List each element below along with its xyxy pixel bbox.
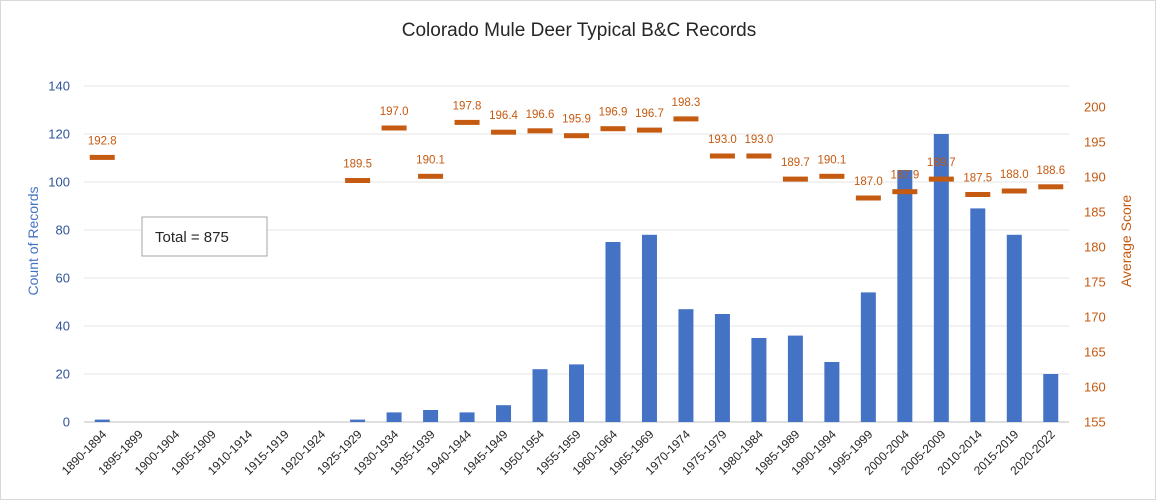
left-axis-tick-label: 20 (56, 367, 70, 382)
total-annotation: Total = 875 (141, 216, 268, 257)
average-score-label: 189.7 (781, 157, 810, 169)
average-score-marker-1890-1894 (89, 154, 115, 160)
average-score-marker-1965-1969 (636, 127, 662, 133)
bar-1975-1979 (714, 314, 730, 422)
bar-2020-2022 (1043, 374, 1059, 422)
bar-1955-1959 (569, 364, 584, 422)
left-axis-tick-label: 80 (56, 223, 70, 238)
total-annotation-text: Total = 875 (155, 229, 229, 246)
average-score-marker-1930-1934 (381, 125, 407, 131)
average-score-marker-1995-1999 (855, 195, 881, 201)
average-score-marker-2015-2019 (1001, 188, 1027, 194)
bar-series (94, 134, 1059, 422)
average-score-marker-1985-1989 (782, 176, 808, 182)
average-score-marker-1975-1979 (709, 153, 735, 159)
bar-2010-2014 (970, 208, 986, 422)
right-axis-tick-label: 175 (1084, 275, 1106, 290)
bar-1925-1929 (350, 419, 366, 422)
bar-1930-1934 (386, 412, 402, 422)
right-axis-tick-label: 200 (1084, 100, 1106, 115)
right-axis-tick-label: 190 (1084, 170, 1106, 185)
bar-1980-1984 (751, 338, 767, 422)
left-axis-tick-label: 140 (48, 79, 70, 94)
average-score-series (89, 116, 1064, 201)
average-score-label: 190.1 (416, 154, 445, 166)
average-score-label: 198.3 (672, 97, 701, 109)
average-score-label: 193.0 (745, 134, 774, 146)
right-axis-ticks: 155 160 165 170 175 180 185 190 195 200 (1084, 100, 1106, 430)
left-axis-tick-label: 60 (56, 271, 70, 286)
average-score-label: 187.9 (890, 170, 919, 182)
average-score-label: 196.4 (489, 110, 518, 122)
left-axis-ticks: 0 20 40 60 80 100 120 140 (48, 79, 70, 430)
left-axis-tick-label: 0 (63, 415, 70, 430)
x-axis-ticks: 1890-18941895-18991900-19041905-19091910… (59, 427, 1058, 478)
right-axis-title: Average Score (1118, 195, 1134, 288)
average-score-label: 196.7 (635, 108, 664, 120)
average-score-label: 190.1 (817, 154, 846, 166)
average-score-marker-1980-1984 (746, 153, 772, 159)
chart-title: Colorado Mule Deer Typical B&C Records (402, 20, 756, 41)
average-score-marker-1960-1964 (600, 126, 626, 132)
right-axis-tick-label: 160 (1084, 380, 1106, 395)
average-score-label: 187.5 (963, 173, 992, 185)
bar-2005-2009 (933, 134, 949, 422)
bar-1965-1969 (641, 234, 657, 422)
average-score-label: 193.0 (708, 134, 737, 146)
average-score-label: 188.0 (1000, 169, 1029, 181)
average-score-label: 197.0 (380, 106, 409, 118)
average-score-marker-2020-2022 (1038, 184, 1064, 190)
average-score-marker-1935-1939 (418, 173, 444, 179)
bar-1995-1999 (860, 292, 876, 422)
left-axis-tick-label: 100 (48, 175, 70, 190)
average-score-marker-2005-2009 (928, 176, 954, 182)
average-score-marker-1955-1959 (564, 133, 589, 139)
average-score-label: 187.0 (854, 176, 883, 188)
average-score-label: 189.5 (343, 159, 372, 171)
total-annotation-box (141, 216, 268, 257)
bar-2000-2004 (897, 170, 913, 422)
right-axis-tick-label: 155 (1084, 415, 1106, 430)
average-score-marker-1940-1944 (454, 119, 480, 125)
average-score-marker-1970-1974 (673, 116, 699, 122)
bar-1970-1974 (678, 309, 694, 422)
average-score-label: 195.9 (562, 114, 591, 126)
data-labels: 192.8 189.5 197.0 190.1 197.8 196.4 196.6 195.9… (88, 97, 1065, 188)
bar-1985-1989 (787, 335, 803, 422)
right-axis-tick-label: 185 (1084, 205, 1106, 220)
average-score-label: 192.8 (88, 135, 117, 147)
bar-1960-1964 (605, 242, 621, 422)
average-score-marker-2000-2004 (892, 189, 918, 195)
right-axis-tick-label: 195 (1084, 135, 1106, 150)
left-axis-title: Count of Records (25, 187, 41, 296)
bar-1945-1949 (496, 405, 512, 422)
average-score-marker-1990-1994 (819, 173, 845, 179)
average-score-label: 189.7 (927, 157, 956, 169)
average-score-marker-1945-1949 (491, 129, 517, 135)
left-axis-tick-label: 40 (56, 319, 70, 334)
bar-1990-1994 (824, 362, 840, 422)
right-axis-tick-label: 170 (1084, 310, 1106, 325)
average-score-label: 196.9 (599, 107, 628, 119)
bar-1950-1954 (532, 369, 548, 422)
average-score-marker-1925-1929 (345, 178, 371, 183)
average-score-marker-2010-2014 (965, 192, 991, 197)
right-axis-tick-label: 165 (1084, 345, 1106, 360)
bar-1940-1944 (459, 412, 475, 422)
bar-1935-1939 (423, 410, 439, 422)
bar-2015-2019 (1006, 234, 1022, 422)
right-axis-tick-label: 180 (1084, 240, 1106, 255)
average-score-label: 197.8 (453, 100, 482, 112)
average-score-label: 196.6 (526, 109, 555, 121)
left-axis-tick-label: 120 (48, 127, 70, 142)
average-score-label: 188.6 (1036, 165, 1065, 177)
bar-1890-1894 (94, 419, 110, 422)
average-score-marker-1950-1954 (527, 128, 553, 134)
